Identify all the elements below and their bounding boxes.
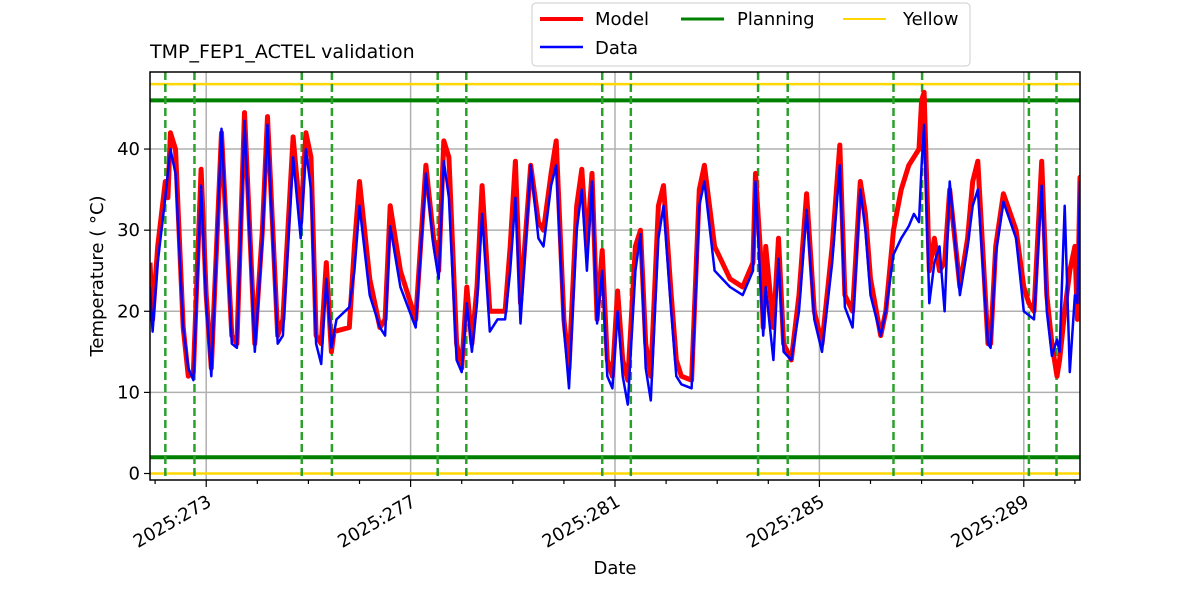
x-tick-label: 2025:289: [948, 491, 1033, 552]
grid: [150, 72, 1080, 480]
legend-label-data: Data: [595, 38, 638, 59]
legend: Model Data Planning Yellow: [531, 2, 971, 67]
y-axis: 0 10 20 30 40: [117, 139, 150, 485]
series-line-data: [150, 119, 1080, 406]
chart-title: TMP_FEP1_ACTEL validation: [149, 41, 415, 63]
series-layer: [150, 89, 1080, 406]
limit-lines: [150, 82, 1080, 475]
x-tick-label: 2025:273: [130, 491, 215, 552]
y-tick-label: 30: [117, 220, 140, 241]
x-tick-label: 2025:281: [539, 491, 624, 552]
y-tick-label: 20: [117, 301, 140, 322]
legend-label-model: Model: [595, 9, 649, 30]
x-axis: 2025:273 2025:277 2025:281 2025:285 2025:289: [130, 480, 1076, 553]
legend-label-yellow: Yellow: [902, 9, 958, 30]
x-axis-label: Date: [593, 558, 636, 579]
y-tick-label: 40: [117, 139, 140, 160]
vertical-markers: [164, 72, 1058, 480]
y-tick-label: 10: [117, 382, 140, 403]
x-tick-label: 2025:285: [743, 491, 828, 552]
y-axis-label: Temperature ( °C): [87, 195, 108, 357]
x-tick-label: 2025:277: [334, 491, 419, 552]
y-tick-label: 0: [129, 464, 140, 485]
legend-label-planning: Planning: [737, 9, 815, 30]
